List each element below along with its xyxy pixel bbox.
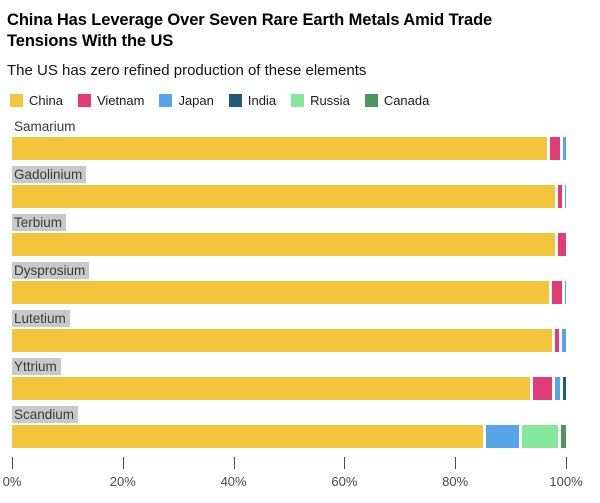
- bar-segment-japan: [559, 329, 566, 352]
- row-label: Gadolinium: [12, 166, 87, 183]
- bar-row-lutetium: Lutetium: [12, 310, 566, 352]
- bar-segment-vietnam: [552, 329, 560, 352]
- bar-segment-canada: [557, 425, 566, 448]
- row-label: Lutetium: [12, 310, 70, 327]
- bar-segment-japan: [562, 185, 566, 208]
- axis-tick-label: 60%: [331, 474, 358, 489]
- legend-swatch-icon: [364, 94, 378, 107]
- page-title: China Has Leverage Over Seven Rare Earth…: [7, 11, 493, 50]
- axis-tick: [12, 457, 13, 469]
- bar-segment-japan: [561, 281, 566, 304]
- bar-segment-vietnam: [546, 137, 561, 160]
- bar-row-samarium: Samarium: [12, 118, 566, 160]
- bar-row-yttrium: Yttrium: [12, 358, 566, 400]
- row-label: Samarium: [14, 119, 76, 134]
- legend-item-japan: Japan: [159, 93, 214, 108]
- stacked-bar-chart: Samarium Gadolinium Terbium Dysprosium Lutet…: [12, 118, 566, 448]
- legend: China Vietnam Japan India Russia Canada: [10, 93, 588, 108]
- legend-swatch-icon: [291, 94, 305, 107]
- legend-item-russia: Russia: [291, 93, 350, 108]
- stacked-bar: [12, 377, 566, 400]
- bar-segment-vietnam: [554, 233, 566, 256]
- bar-segment-china: [12, 185, 555, 208]
- bar-segment-china: [12, 233, 555, 256]
- bar-row-dysprosium: Dysprosium: [12, 262, 566, 304]
- bar-segment-japan: [560, 137, 566, 160]
- legend-swatch-icon: [10, 94, 23, 107]
- axis-tick-label: 0%: [2, 474, 22, 489]
- bar-segment-vietnam: [529, 377, 553, 400]
- bar-segment-china: [12, 329, 553, 352]
- bar-segment-vietnam: [554, 185, 563, 208]
- row-label: Yttrium: [12, 358, 61, 375]
- legend-swatch-icon: [77, 94, 91, 107]
- stacked-bar: [12, 233, 566, 256]
- bar-segment-japan: [482, 425, 519, 448]
- axis-tick-label: 20%: [109, 474, 136, 489]
- legend-swatch-icon: [228, 94, 242, 107]
- legend-label: India: [247, 93, 277, 108]
- legend-item-india: India: [228, 93, 277, 108]
- bar-segment-china: [12, 281, 550, 304]
- stacked-bar: [12, 137, 566, 160]
- axis-tick: [455, 457, 457, 469]
- axis-tick: [344, 457, 346, 469]
- legend-item-canada: Canada: [364, 93, 430, 108]
- bar-row-terbium: Terbium: [12, 214, 566, 256]
- axis-tick-label: 40%: [220, 474, 247, 489]
- axis-tick: [122, 457, 124, 469]
- legend-label: China: [29, 93, 63, 108]
- bar-segment-china: [12, 425, 483, 448]
- axis-tick: [566, 457, 567, 469]
- axis-tick-label: 80%: [442, 474, 469, 489]
- x-axis: 0% 20% 40% 60% 80% 100%: [3, 457, 583, 493]
- legend-label: Russia: [310, 93, 350, 108]
- bar-row-gadolinium: Gadolinium: [12, 166, 566, 208]
- axis-tick: [233, 457, 235, 469]
- legend-item-vietnam: Vietnam: [77, 93, 145, 108]
- stacked-bar: [12, 425, 566, 448]
- legend-label: Canada: [383, 93, 430, 108]
- chart-subtitle: The US has zero refined production of th…: [7, 62, 367, 79]
- legend-item-china: China: [10, 93, 63, 108]
- legend-swatch-icon: [159, 94, 173, 107]
- bar-row-scandium: Scandium: [12, 406, 566, 448]
- row-label: Terbium: [12, 214, 67, 231]
- bar-segment-japan: [552, 377, 561, 400]
- stacked-bar: [12, 185, 566, 208]
- axis-tick-label: 100%: [549, 474, 583, 489]
- legend-label: Japan: [178, 93, 214, 108]
- stacked-bar: [12, 329, 566, 352]
- bar-segment-russia: [518, 425, 558, 448]
- bar-segment-china: [12, 137, 547, 160]
- bar-segment-india: [560, 377, 566, 400]
- bar-segment-china: [12, 377, 530, 400]
- stacked-bar: [12, 281, 566, 304]
- row-label: Scandium: [12, 406, 79, 423]
- row-label: Dysprosium: [12, 262, 90, 279]
- legend-label: Vietnam: [96, 93, 145, 108]
- bar-segment-vietnam: [549, 281, 562, 304]
